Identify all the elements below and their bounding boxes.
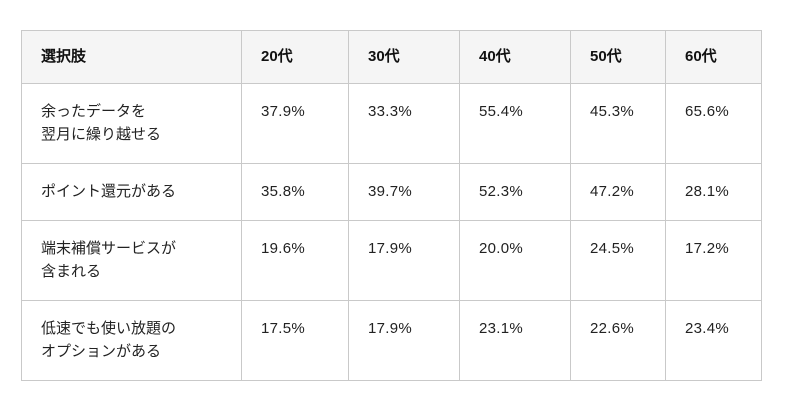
table-row: 端末補償サービスが 含まれる 19.6% 17.9% 20.0% 24.5% 1… [21,220,762,301]
row-label-point-reward: ポイント還元がある [21,163,242,221]
value-cell: 17.9% [348,220,460,301]
row-label-unlimited-low-speed: 低速でも使い放題の オプションがある [21,300,242,381]
value-cell: 17.5% [241,300,349,381]
value-cell: 17.2% [665,220,762,301]
table-row: 余ったデータを 翌月に繰り越せる 37.9% 33.3% 55.4% 45.3%… [21,83,762,164]
value-cell: 47.2% [570,163,666,221]
row-label-device-warranty: 端末補償サービスが 含まれる [21,220,242,301]
survey-table-container: 選択肢 20代 30代 40代 50代 60代 余ったデータを 翌月に繰り越せる… [21,30,762,381]
value-cell: 23.4% [665,300,762,381]
value-cell: 28.1% [665,163,762,221]
column-header-20s: 20代 [241,30,349,84]
header-row: 選択肢 20代 30代 40代 50代 60代 [21,30,762,84]
value-cell: 65.6% [665,83,762,164]
column-header-choice: 選択肢 [21,30,242,84]
value-cell: 22.6% [570,300,666,381]
value-cell: 33.3% [348,83,460,164]
value-cell: 55.4% [459,83,571,164]
column-header-60s: 60代 [665,30,762,84]
value-cell: 35.8% [241,163,349,221]
column-header-50s: 50代 [570,30,666,84]
value-cell: 17.9% [348,300,460,381]
value-cell: 45.3% [570,83,666,164]
row-label-carryover-data: 余ったデータを 翌月に繰り越せる [21,83,242,164]
value-cell: 23.1% [459,300,571,381]
value-cell: 24.5% [570,220,666,301]
value-cell: 39.7% [348,163,460,221]
column-header-30s: 30代 [348,30,460,84]
column-header-40s: 40代 [459,30,571,84]
value-cell: 52.3% [459,163,571,221]
value-cell: 20.0% [459,220,571,301]
table-row: 低速でも使い放題の オプションがある 17.5% 17.9% 23.1% 22.… [21,300,762,381]
survey-table: 選択肢 20代 30代 40代 50代 60代 余ったデータを 翌月に繰り越せる… [21,30,762,381]
value-cell: 19.6% [241,220,349,301]
table-row: ポイント還元がある 35.8% 39.7% 52.3% 47.2% 28.1% [21,163,762,221]
value-cell: 37.9% [241,83,349,164]
